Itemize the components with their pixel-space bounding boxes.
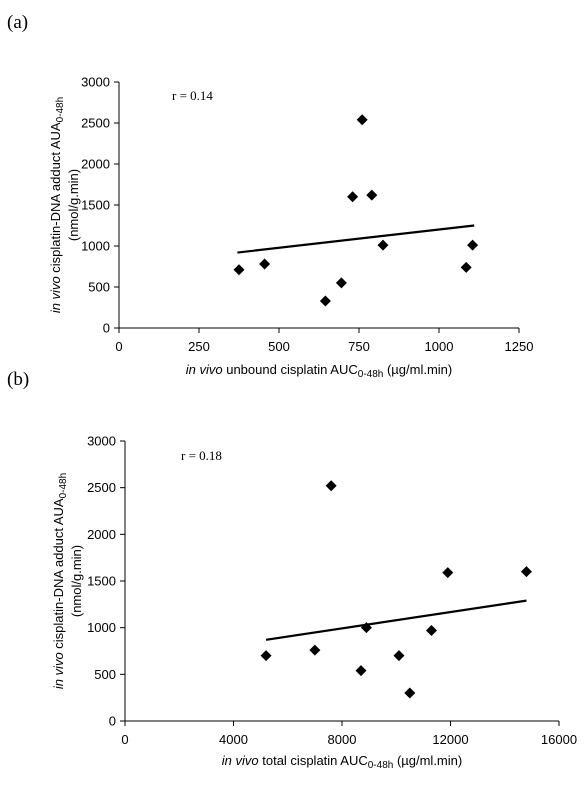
correlation-label: r = 0.18 (181, 448, 222, 463)
data-point (393, 650, 405, 662)
data-point (356, 114, 368, 126)
chart-panel-b: (b) 0 500 1000 1500 2000 2500 3000 0 4000 8000 1200… (7, 369, 577, 771)
data-point (404, 687, 416, 699)
y-tick-label: 3000 (87, 434, 116, 449)
x-tick-label: 16000 (541, 732, 577, 747)
y-tick-label: 2500 (87, 480, 116, 495)
y-tick-label: 1500 (81, 198, 110, 213)
y-axis-label-units: (nmol/g.min) (66, 169, 81, 241)
data-point (442, 567, 454, 579)
y-axis-label: in vivo cisplatin-DNA adduct AUA0-48h (48, 97, 66, 313)
x-tick-label: 0 (115, 339, 122, 354)
data-point (460, 261, 472, 273)
data-point (260, 650, 272, 662)
data-point (347, 191, 359, 203)
data-point (325, 480, 337, 492)
x-tick-label: 1250 (505, 339, 534, 354)
correlation-label: r = 0.14 (172, 88, 213, 103)
panel-label: (a) (7, 12, 28, 33)
x-tick-label: 1000 (425, 339, 454, 354)
y-tick-label: 1000 (87, 620, 116, 635)
y-tick-label: 2000 (87, 527, 116, 542)
data-point (377, 239, 389, 251)
y-tick-label: 1000 (81, 239, 110, 254)
y-tick-label: 0 (109, 714, 116, 729)
y-axis-label: in vivo cisplatin-DNA adduct AUA0-48h (51, 473, 69, 689)
data-point (360, 622, 372, 634)
x-axis-label: in vivo total cisplatin AUC0-48h (µg/ml.… (222, 753, 462, 771)
x-tick-label: 250 (188, 339, 210, 354)
y-tick-label: 500 (88, 280, 110, 295)
data-point (355, 665, 367, 677)
data-point (233, 264, 245, 276)
chart-panel-a: (a) 0 500 1000 1500 2000 2500 3000 0 250 500 750 100… (7, 12, 533, 380)
x-tick-label: 750 (348, 339, 370, 354)
x-axis-label: in vivo unbound cisplatin AUC0-48h (µg/m… (186, 362, 452, 380)
data-point (319, 295, 331, 307)
data-point (467, 239, 479, 251)
data-point (309, 644, 321, 656)
data-point (426, 624, 438, 636)
x-tick-label: 500 (268, 339, 290, 354)
data-point (259, 258, 271, 270)
data-point (520, 566, 532, 578)
x-tick-label: 8000 (328, 732, 357, 747)
y-tick-label: 1500 (87, 574, 116, 589)
x-tick-label: 12000 (432, 732, 468, 747)
data-point (366, 189, 378, 201)
y-tick-label: 0 (103, 321, 110, 336)
data-point (335, 277, 347, 289)
y-tick-label: 3000 (81, 75, 110, 90)
trend-line (265, 599, 527, 641)
x-tick-label: 0 (121, 732, 128, 747)
y-tick-label: 500 (94, 667, 116, 682)
trend-line (237, 224, 475, 254)
y-tick-label: 2500 (81, 116, 110, 131)
panel-label: (b) (7, 369, 29, 390)
y-tick-label: 2000 (81, 157, 110, 172)
x-tick-label: 4000 (219, 732, 248, 747)
y-axis-label-units: (nmol/g.min) (69, 545, 84, 617)
